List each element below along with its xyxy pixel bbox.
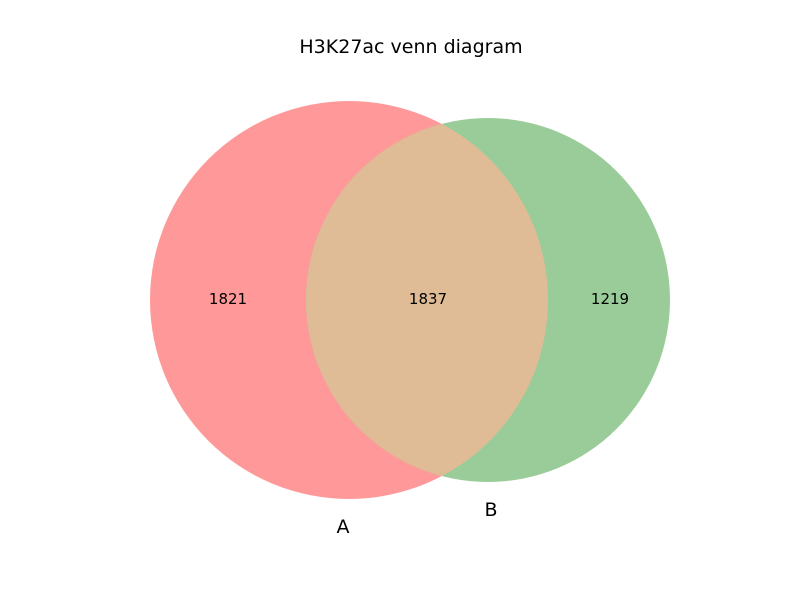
set-b-only-count: 1219 [591, 290, 629, 308]
set-a-label: A [337, 516, 350, 538]
intersection-count: 1837 [409, 290, 447, 308]
set-b-label: B [484, 499, 497, 521]
set-a-only-count: 1821 [209, 290, 247, 308]
intersection-region [306, 118, 548, 482]
diagram-title: H3K27ac venn diagram [299, 36, 522, 58]
